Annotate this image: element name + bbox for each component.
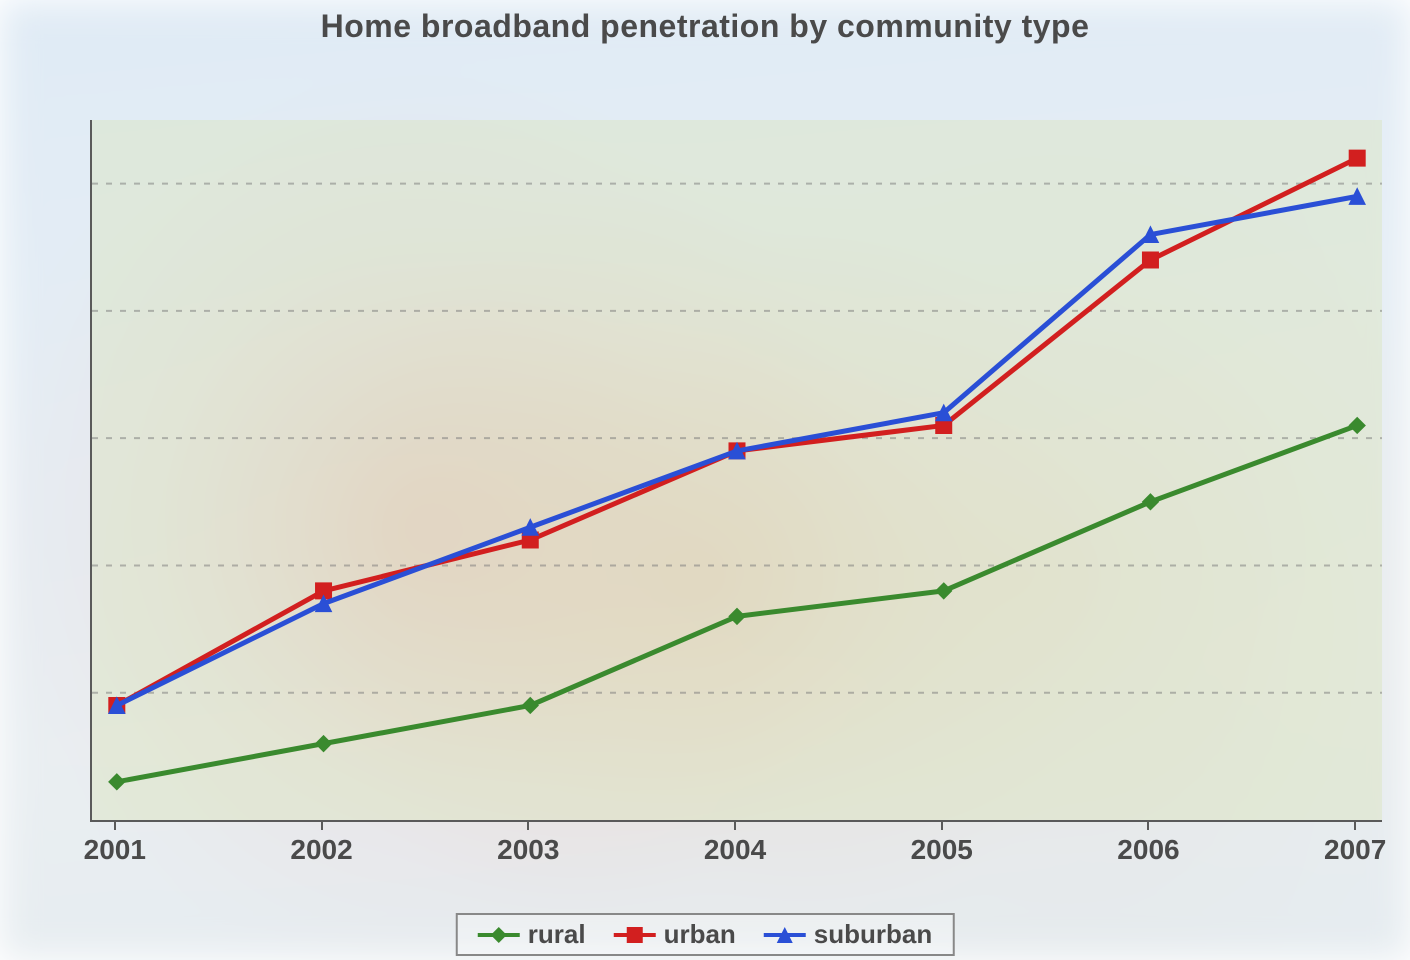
xtick-label: 2001 — [84, 834, 146, 866]
legend-label-suburban: suburban — [814, 919, 932, 950]
legend-item-urban: urban — [614, 919, 736, 950]
legend-line-suburban — [764, 933, 806, 937]
legend-item-suburban: suburban — [764, 919, 932, 950]
xtick-mark — [527, 820, 529, 830]
legend-item-rural: rural — [478, 919, 586, 950]
chart-title: Home broadband penetration by community … — [0, 8, 1410, 45]
plot-area — [90, 120, 1382, 822]
series-marker-rural — [316, 736, 332, 752]
xtick-mark — [734, 820, 736, 830]
chart-container: Home broadband penetration by community … — [0, 0, 1410, 960]
series-layer — [92, 120, 1382, 820]
xtick-mark — [321, 820, 323, 830]
series-marker-rural — [1349, 417, 1365, 433]
xtick-label: 2004 — [704, 834, 766, 866]
series-marker-rural — [109, 774, 125, 790]
xtick-label: 2007 — [1324, 834, 1386, 866]
xtick-mark — [941, 820, 943, 830]
legend: rural urban suburban — [456, 913, 955, 956]
xtick-label: 2005 — [911, 834, 973, 866]
series-marker-urban — [1142, 252, 1158, 268]
legend-marker-suburban-icon — [775, 925, 795, 945]
xtick-mark — [114, 820, 116, 830]
legend-label-rural: rural — [528, 919, 586, 950]
legend-line-urban — [614, 933, 656, 937]
legend-line-rural — [478, 933, 520, 937]
series-marker-urban — [1349, 150, 1365, 166]
xtick-label: 2002 — [290, 834, 352, 866]
series-marker-rural — [729, 608, 745, 624]
xtick-label: 2006 — [1117, 834, 1179, 866]
xtick-mark — [1147, 820, 1149, 830]
legend-marker-rural-icon — [489, 925, 509, 945]
series-marker-rural — [522, 697, 538, 713]
xtick-mark — [1354, 820, 1356, 830]
series-marker-rural — [1142, 494, 1158, 510]
series-marker-rural — [936, 583, 952, 599]
legend-label-urban: urban — [664, 919, 736, 950]
legend-marker-urban-icon — [625, 925, 645, 945]
xtick-label: 2003 — [497, 834, 559, 866]
